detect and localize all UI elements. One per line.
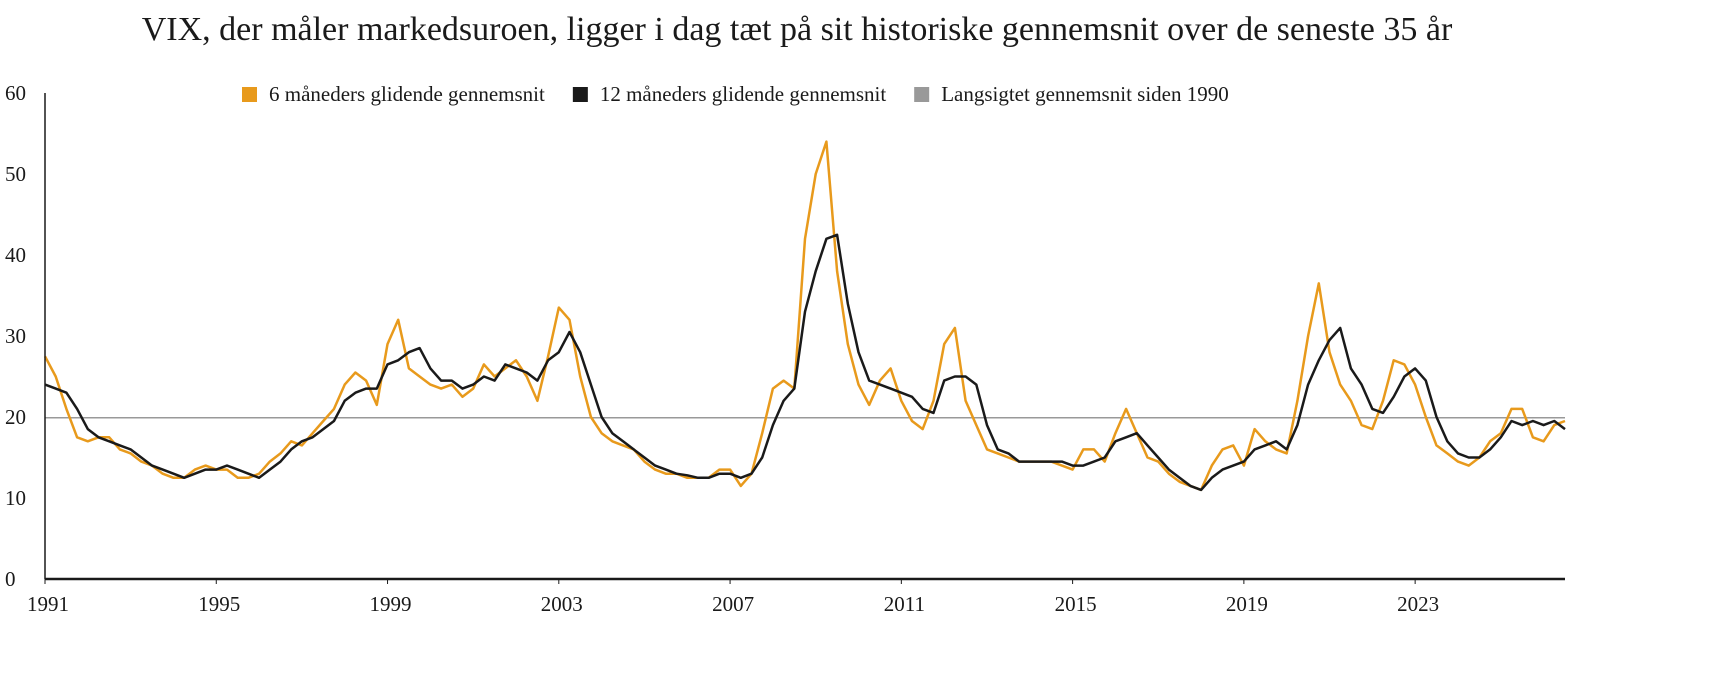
x-tick-label: 1999 [370,592,412,616]
legend-label: 12 måneders glidende gennemsnit [600,82,887,106]
x-tick-label: 2011 [884,592,925,616]
x-tick-label: 2015 [1055,592,1097,616]
x-tick-label: 2019 [1226,592,1268,616]
y-tick-label: 60 [5,81,26,105]
x-tick-label: 2007 [712,592,754,616]
y-tick-label: 10 [5,486,26,510]
y-tick-label: 0 [5,567,16,591]
y-tick-label: 40 [5,243,26,267]
x-tick-label: 1991 [27,592,69,616]
x-tick-label: 1995 [198,592,240,616]
legend-swatch [914,87,930,102]
x-tick-label: 2003 [541,592,583,616]
legend-swatch [242,87,257,102]
y-tick-label: 20 [5,405,26,429]
legend: 6 måneders glidende gennemsnit 12 måneder… [242,82,1229,106]
legend-label: Langsigtet gennemsnit siden 1990 [941,82,1229,106]
legend-label: 6 måneders glidende gennemsnit [269,82,545,106]
y-tick-label: 50 [5,162,26,186]
y-tick-label: 30 [5,324,26,348]
chart-title: VIX, der måler markedsuroen, ligger i da… [142,11,1453,48]
series-line [44,233,1566,492]
legend-swatch [572,87,588,102]
x-tick-label: 2023 [1397,592,1439,616]
